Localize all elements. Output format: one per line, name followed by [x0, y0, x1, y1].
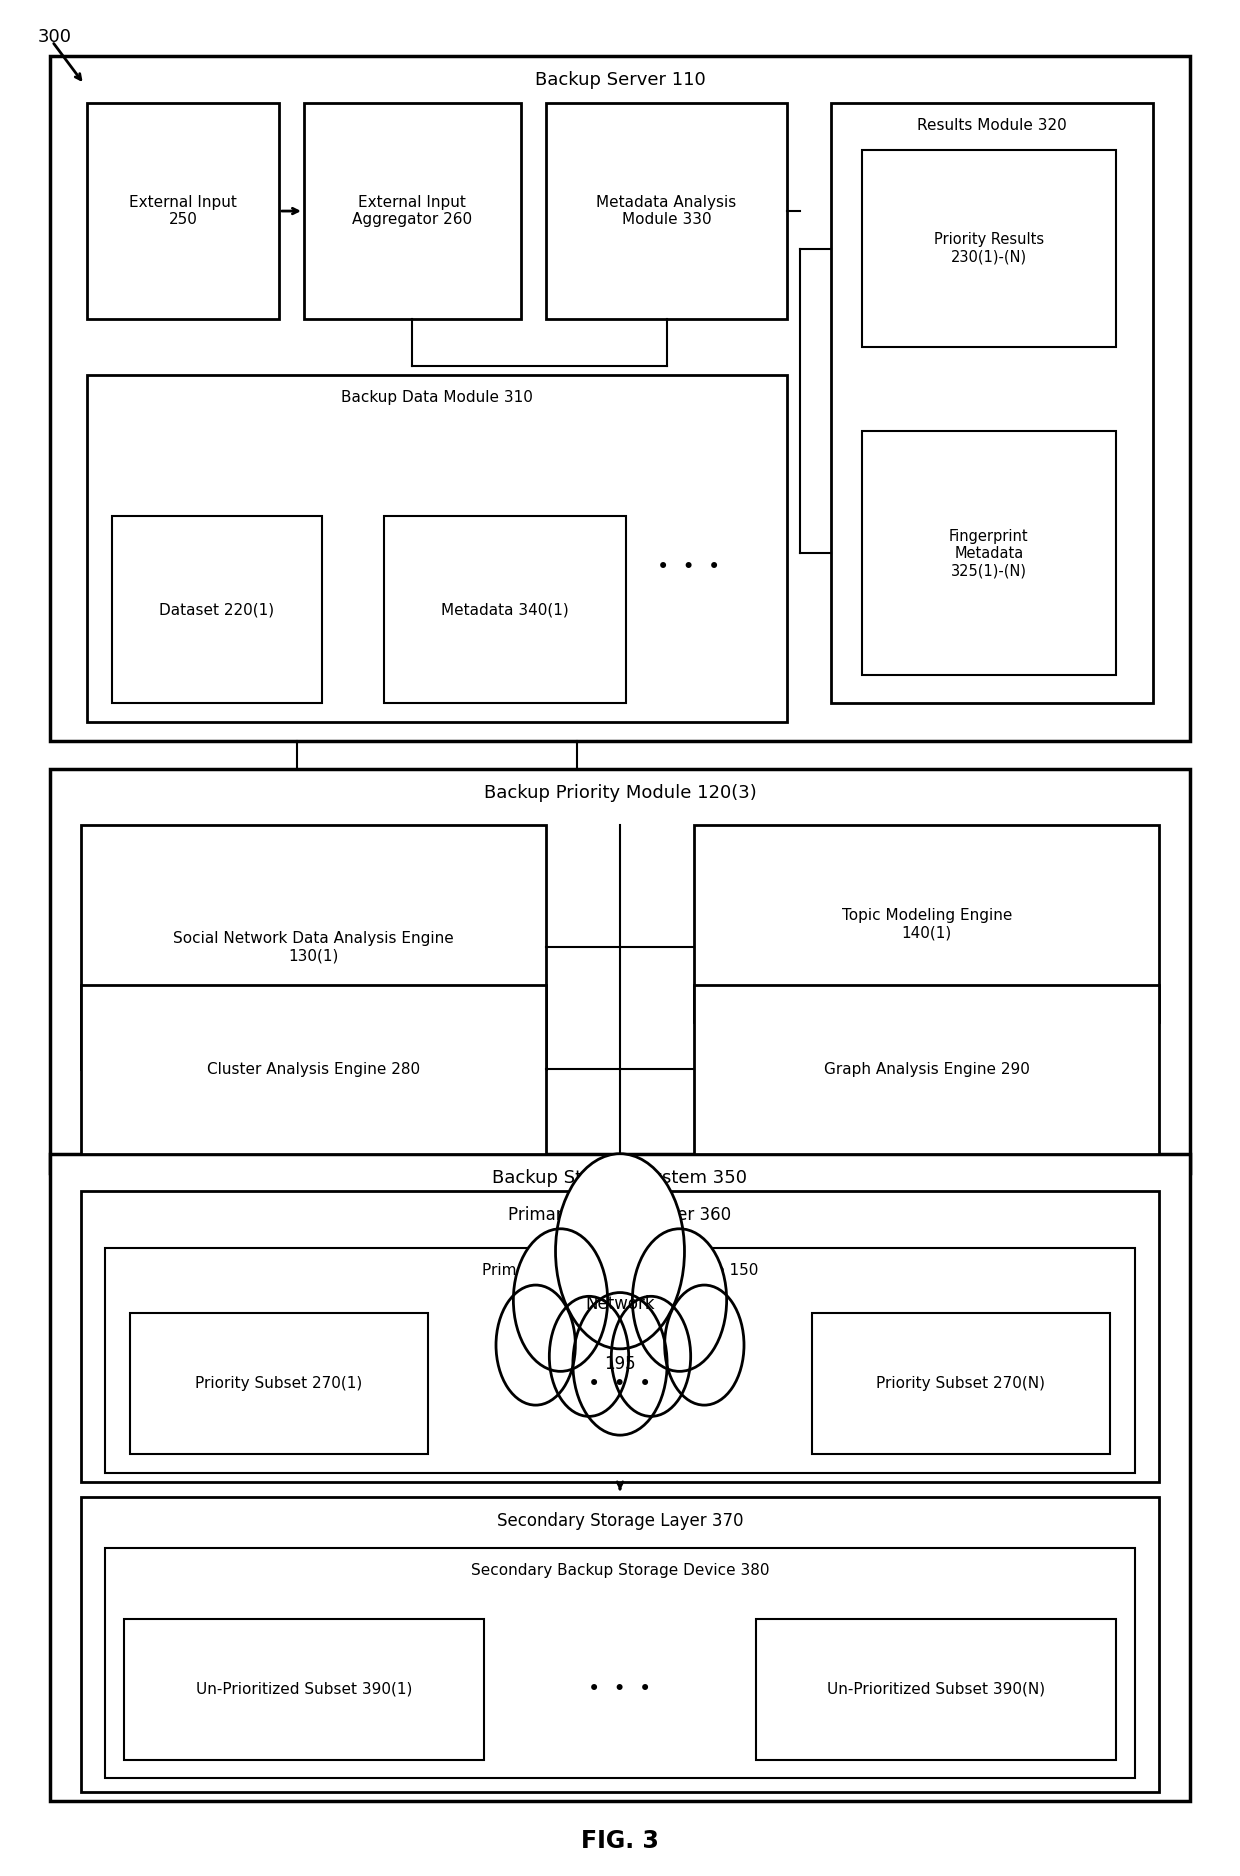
- FancyBboxPatch shape: [124, 1619, 484, 1760]
- FancyBboxPatch shape: [694, 985, 1159, 1154]
- Text: Topic Modeling Engine
140(1): Topic Modeling Engine 140(1): [842, 908, 1012, 940]
- Text: External Input
250: External Input 250: [129, 195, 237, 227]
- FancyBboxPatch shape: [50, 1154, 1190, 1801]
- FancyBboxPatch shape: [81, 1191, 1159, 1482]
- Circle shape: [556, 1154, 684, 1349]
- FancyBboxPatch shape: [50, 56, 1190, 741]
- Text: Backup Priority Module 120(3): Backup Priority Module 120(3): [484, 784, 756, 803]
- FancyBboxPatch shape: [87, 103, 279, 319]
- Text: •  •  •: • • •: [588, 1679, 652, 1700]
- Text: •  •  •: • • •: [656, 557, 720, 578]
- Circle shape: [632, 1229, 727, 1371]
- FancyBboxPatch shape: [81, 825, 546, 1069]
- Text: •  •  •: • • •: [588, 1373, 652, 1394]
- Circle shape: [665, 1285, 744, 1405]
- FancyBboxPatch shape: [756, 1619, 1116, 1760]
- FancyBboxPatch shape: [831, 103, 1153, 704]
- FancyBboxPatch shape: [130, 1313, 428, 1454]
- FancyBboxPatch shape: [384, 516, 626, 704]
- FancyBboxPatch shape: [105, 1248, 1135, 1473]
- FancyBboxPatch shape: [81, 985, 546, 1154]
- FancyBboxPatch shape: [105, 1548, 1135, 1778]
- Text: Dataset 220(1): Dataset 220(1): [160, 602, 274, 617]
- FancyBboxPatch shape: [50, 769, 1190, 1172]
- Text: Fingerprint
Metadata
325(1)-(N): Fingerprint Metadata 325(1)-(N): [949, 529, 1029, 578]
- FancyBboxPatch shape: [694, 825, 1159, 1022]
- Text: Un-Prioritized Subset 390(1): Un-Prioritized Subset 390(1): [196, 1683, 412, 1696]
- FancyBboxPatch shape: [112, 516, 322, 704]
- Text: Backup Data Module 310: Backup Data Module 310: [341, 390, 533, 405]
- Text: FIG. 3: FIG. 3: [582, 1829, 658, 1853]
- Circle shape: [496, 1285, 575, 1405]
- Text: Secondary Storage Layer 370: Secondary Storage Layer 370: [497, 1512, 743, 1531]
- FancyBboxPatch shape: [546, 103, 787, 319]
- Circle shape: [611, 1296, 691, 1416]
- Text: Secondary Backup Storage Device 380: Secondary Backup Storage Device 380: [471, 1563, 769, 1578]
- Text: Primary Storage Layer 360: Primary Storage Layer 360: [508, 1206, 732, 1225]
- Text: Priority Subset 270(N): Priority Subset 270(N): [877, 1377, 1045, 1390]
- Circle shape: [513, 1229, 608, 1371]
- FancyBboxPatch shape: [862, 150, 1116, 347]
- Text: Cluster Analysis Engine 280: Cluster Analysis Engine 280: [207, 1062, 419, 1077]
- Text: Backup Server 110: Backup Server 110: [534, 71, 706, 90]
- Circle shape: [573, 1293, 667, 1435]
- Text: Primary Backup Storage Device 150: Primary Backup Storage Device 150: [482, 1263, 758, 1278]
- FancyBboxPatch shape: [81, 1497, 1159, 1792]
- Text: Graph Analysis Engine 290: Graph Analysis Engine 290: [823, 1062, 1030, 1077]
- FancyBboxPatch shape: [304, 103, 521, 319]
- Text: Priority Subset 270(1): Priority Subset 270(1): [196, 1377, 362, 1390]
- Text: Results Module 320: Results Module 320: [918, 118, 1066, 133]
- FancyBboxPatch shape: [862, 431, 1116, 675]
- FancyBboxPatch shape: [812, 1313, 1110, 1454]
- Text: Backup Storage System 350: Backup Storage System 350: [492, 1169, 748, 1188]
- Text: Un-Prioritized Subset 390(N): Un-Prioritized Subset 390(N): [827, 1683, 1045, 1696]
- Text: External Input
Aggregator 260: External Input Aggregator 260: [352, 195, 472, 227]
- Text: Network: Network: [585, 1294, 655, 1313]
- Text: Social Network Data Analysis Engine
130(1): Social Network Data Analysis Engine 130(…: [172, 930, 454, 964]
- Text: 300: 300: [37, 28, 71, 47]
- Circle shape: [549, 1296, 629, 1416]
- FancyBboxPatch shape: [87, 375, 787, 722]
- Text: 195: 195: [604, 1354, 636, 1373]
- Text: Metadata Analysis
Module 330: Metadata Analysis Module 330: [596, 195, 737, 227]
- Text: Metadata 340(1): Metadata 340(1): [441, 602, 569, 617]
- Text: Priority Results
230(1)-(N): Priority Results 230(1)-(N): [934, 233, 1044, 265]
